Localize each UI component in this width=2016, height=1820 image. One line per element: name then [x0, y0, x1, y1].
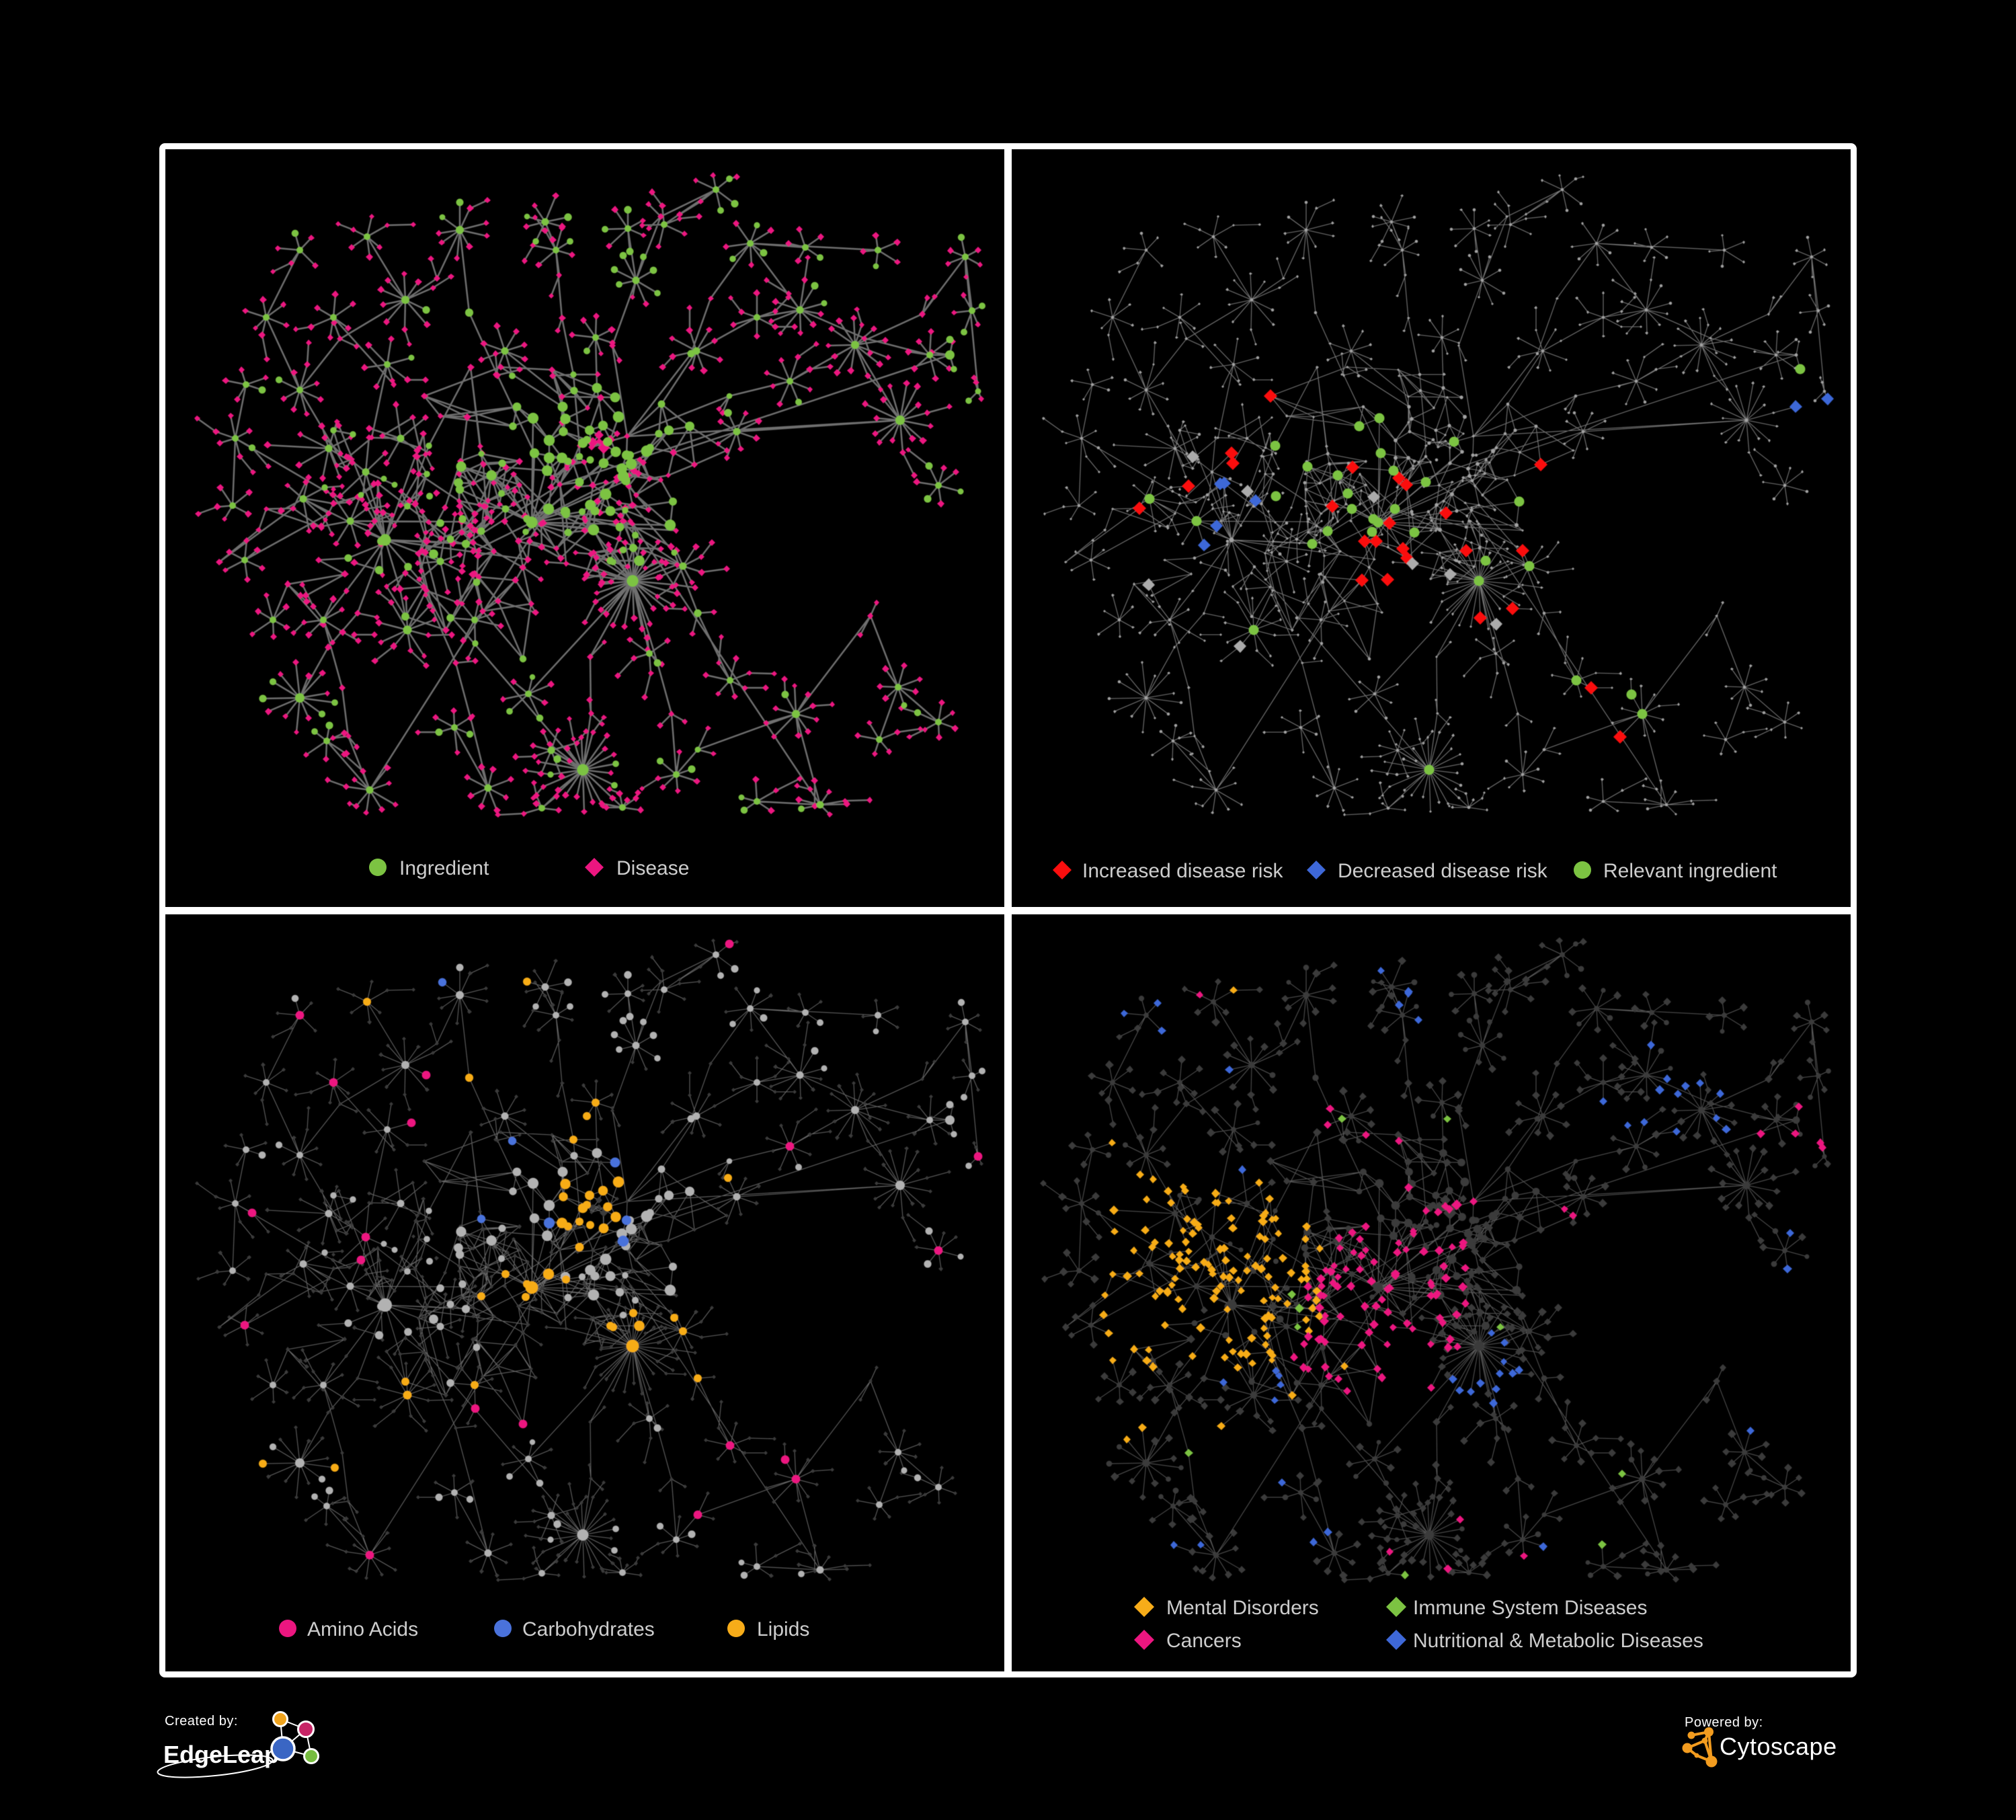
svg-text:Lipids: Lipids: [757, 1618, 809, 1640]
svg-text:Decreased disease risk: Decreased disease risk: [1338, 860, 1548, 882]
svg-text:Carbohydrates: Carbohydrates: [522, 1618, 655, 1640]
svg-text:Immune System Diseases: Immune System Diseases: [1413, 1597, 1647, 1619]
svg-text:Amino Acids: Amino Acids: [307, 1618, 418, 1640]
svg-text:Powered by:: Powered by:: [1685, 1715, 1763, 1730]
svg-text:Nutritional & Metabolic Diseas: Nutritional & Metabolic Diseases: [1413, 1630, 1703, 1652]
svg-text:Mental Disorders: Mental Disorders: [1166, 1597, 1319, 1619]
svg-text:Increased disease risk: Increased disease risk: [1082, 860, 1283, 882]
svg-text:Cancers: Cancers: [1166, 1630, 1242, 1652]
svg-text:Ingredient: Ingredient: [399, 857, 489, 879]
svg-text:Disease: Disease: [616, 857, 689, 879]
svg-text:Cytoscape: Cytoscape: [1720, 1733, 1837, 1760]
svg-text:Relevant ingredient: Relevant ingredient: [1603, 860, 1777, 882]
svg-text:Created by:: Created by:: [165, 1714, 238, 1729]
svg-text:EdgeLeap: EdgeLeap: [163, 1741, 279, 1768]
